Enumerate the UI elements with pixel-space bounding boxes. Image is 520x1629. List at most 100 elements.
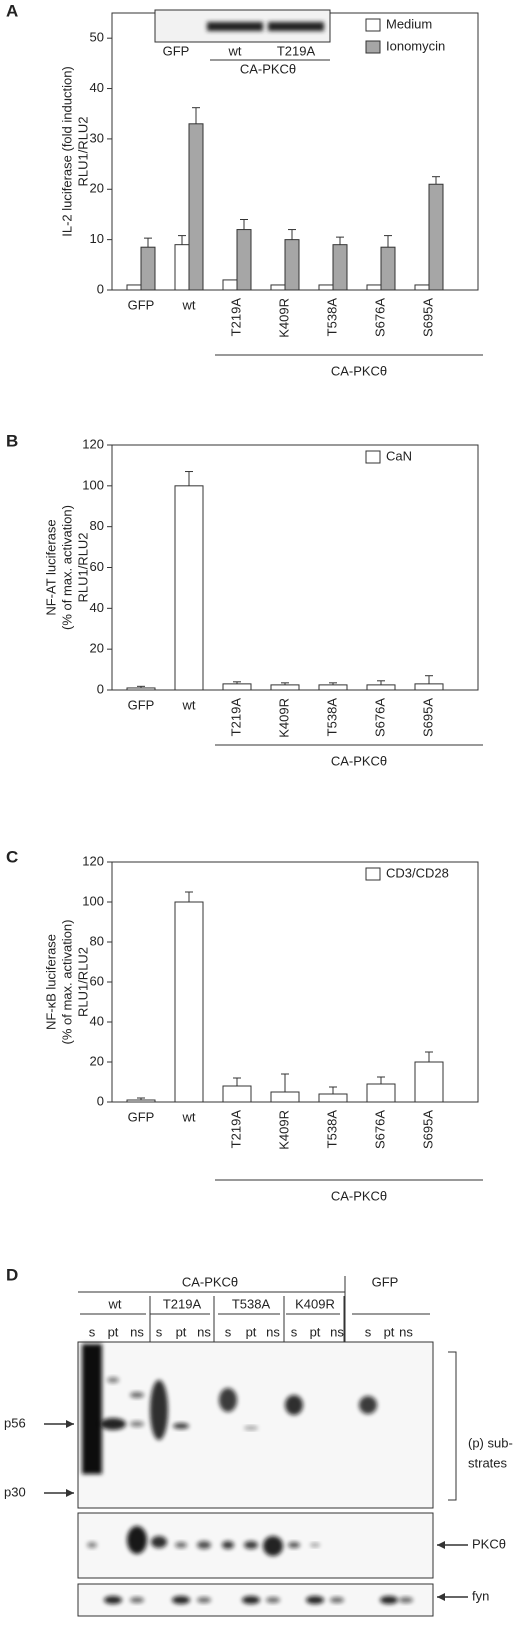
- blot-band: [107, 1377, 119, 1383]
- bar: [270, 284, 286, 291]
- inset-group-label: CA-PKCθ: [240, 61, 296, 76]
- x-tick-label: T538A: [324, 698, 339, 737]
- y-tick-label: 0: [97, 681, 104, 696]
- blot-band: [172, 1596, 190, 1604]
- lane-label: pt: [310, 1324, 321, 1339]
- x-tick-label: S695A: [420, 1110, 435, 1149]
- x-tick-label: T219A: [228, 698, 243, 737]
- y-tick-label: 40: [90, 80, 104, 95]
- y-axis-label: RLU1/RLU2: [75, 116, 90, 186]
- arrow-head: [66, 1420, 74, 1428]
- blot-band: [173, 1423, 189, 1429]
- blot-band: [330, 1597, 344, 1603]
- bar: [174, 901, 204, 1103]
- x-tick-label: wt: [182, 1109, 196, 1124]
- lane-label: pt: [384, 1324, 395, 1339]
- y-tick-label: 20: [90, 181, 104, 196]
- y-tick-label: 20: [90, 641, 104, 656]
- lane-label: pt: [108, 1324, 119, 1339]
- bar: [366, 684, 396, 691]
- error-bar: [329, 682, 337, 685]
- blot-band: [359, 1396, 377, 1414]
- bar: [236, 229, 252, 291]
- x-tick-label: GFP: [128, 297, 155, 312]
- inset-band: [207, 22, 263, 31]
- marker-label: p56: [4, 1415, 26, 1430]
- x-tick-label: K409R: [276, 1110, 291, 1150]
- y-tick-label: 30: [90, 130, 104, 145]
- y-axis-label: NF-κB luciferase: [43, 934, 58, 1030]
- bar: [174, 485, 204, 691]
- bar: [284, 239, 300, 291]
- blot-band: [127, 1526, 147, 1554]
- arrow-head: [66, 1489, 74, 1497]
- bar: [140, 246, 156, 291]
- group-label: T219A: [163, 1296, 202, 1311]
- legend-swatch: [365, 450, 381, 464]
- x-tick-label: S676A: [372, 1110, 387, 1149]
- y-tick-label: 10: [90, 231, 104, 246]
- bar: [318, 684, 348, 691]
- y-tick-label: 80: [90, 933, 104, 948]
- legend-swatch: [365, 867, 381, 881]
- y-tick-label: 0: [97, 281, 104, 296]
- blot-band: [219, 1388, 237, 1412]
- y-tick-label: 100: [82, 477, 104, 492]
- error-bar: [425, 675, 433, 684]
- lane-label: s: [291, 1324, 298, 1339]
- x-tick-label: K409R: [276, 698, 291, 738]
- blot-band: [150, 1380, 168, 1440]
- blot-band: [306, 1596, 324, 1604]
- blot-band: [104, 1596, 122, 1604]
- blot-smear: [82, 1344, 102, 1474]
- legend-swatch: [365, 18, 381, 32]
- x-tick-label: T538A: [324, 1110, 339, 1149]
- legend-label: Medium: [386, 16, 432, 31]
- lane-label: ns: [197, 1324, 211, 1339]
- y-axis-label: (% of max. activation): [59, 920, 74, 1045]
- bar: [126, 1099, 156, 1103]
- blot-band: [175, 1542, 187, 1548]
- bar: [318, 284, 334, 291]
- x-tick-label: S695A: [420, 698, 435, 737]
- blot-band: [222, 1541, 234, 1549]
- lane-label: ns: [266, 1324, 280, 1339]
- bar: [126, 284, 142, 291]
- x-tick-label: GFP: [128, 1109, 155, 1124]
- bar: [366, 284, 382, 291]
- y-axis-label: (% of max. activation): [59, 505, 74, 630]
- lane-label: pt: [246, 1324, 257, 1339]
- y-tick-label: 50: [90, 30, 104, 45]
- lane-label: ns: [130, 1324, 144, 1339]
- error-bar: [384, 235, 392, 248]
- lane-label: s: [365, 1324, 372, 1339]
- error-bar: [425, 1051, 433, 1062]
- error-bar: [192, 107, 200, 124]
- inset-lane-label: T219A: [277, 43, 316, 58]
- marker-label: p30: [4, 1484, 26, 1499]
- bar: [380, 246, 396, 291]
- blot-control: GFP: [372, 1274, 399, 1289]
- group-label: CA-PKCθ: [331, 363, 387, 378]
- error-bar: [233, 1077, 241, 1086]
- bracket: [448, 1351, 457, 1501]
- legend-label: CaN: [386, 448, 412, 463]
- legend-label: CD3/CD28: [386, 865, 449, 880]
- inset-lane-label: wt: [228, 43, 242, 58]
- y-tick-label: 100: [82, 893, 104, 908]
- group-label: wt: [108, 1296, 122, 1311]
- blot-band: [151, 1536, 167, 1548]
- blot-band: [197, 1541, 211, 1549]
- blot-band: [130, 1421, 144, 1427]
- panel-label: C: [6, 847, 18, 866]
- bar: [174, 244, 190, 291]
- bar: [414, 284, 430, 291]
- plot-frame: [111, 444, 479, 691]
- panel-label: B: [6, 431, 18, 450]
- blot-band: [310, 1543, 320, 1547]
- lane-label: s: [156, 1324, 163, 1339]
- bar: [270, 1091, 300, 1103]
- y-axis-label: RLU1/RLU2: [75, 532, 90, 602]
- x-tick-label: T219A: [228, 298, 243, 337]
